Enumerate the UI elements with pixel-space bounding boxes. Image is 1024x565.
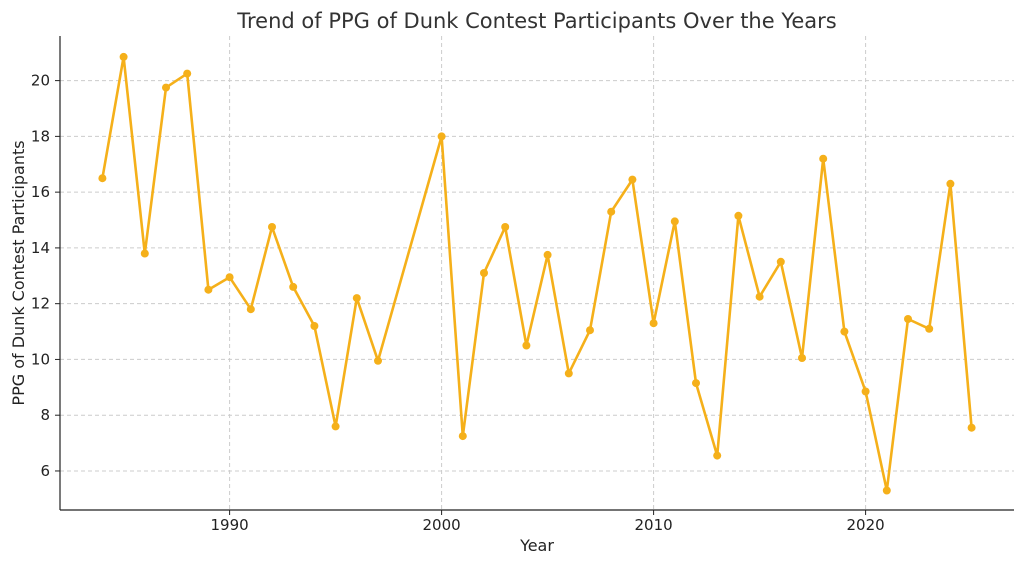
y-tick-label: 20: [31, 72, 50, 90]
data-point: [819, 154, 828, 163]
data-point: [352, 294, 361, 303]
data-point: [692, 379, 700, 388]
y-tick-label: 12: [31, 295, 50, 313]
chart-title: Trend of PPG of Dunk Contest Participant…: [236, 9, 836, 33]
grid: [60, 36, 1014, 510]
data-point: [204, 285, 213, 294]
data-point: [925, 324, 934, 333]
data-point: [798, 354, 806, 362]
data-point: [119, 52, 128, 61]
x-tick-label: 2020: [847, 516, 885, 534]
y-axis-label: PPG of Dunk Contest Participants: [9, 140, 28, 405]
data-point: [522, 341, 531, 350]
y-tick-label: 6: [40, 462, 50, 480]
data-point: [140, 249, 149, 258]
data-point: [861, 387, 870, 396]
data-point: [670, 217, 679, 226]
data-point: [437, 132, 446, 141]
data-point: [458, 432, 467, 441]
x-tick-label: 2010: [635, 516, 673, 534]
axes: [59, 36, 1014, 511]
data-point: [967, 423, 976, 432]
data-point: [564, 369, 573, 378]
series-line: [101, 55, 973, 492]
data-point: [162, 83, 170, 92]
data-point: [882, 486, 891, 495]
data-point: [649, 319, 658, 328]
data-point: [331, 422, 340, 431]
x-tick-label: 1990: [211, 516, 249, 534]
x-axis-label: Year: [519, 536, 554, 555]
data-point: [268, 223, 276, 231]
data-point: [374, 356, 382, 365]
data-point: [98, 174, 107, 183]
data-point: [840, 327, 849, 336]
data-point: [225, 273, 234, 282]
data-point: [289, 282, 298, 291]
y-tick-label: 14: [31, 239, 50, 257]
data-point: [607, 207, 616, 216]
data-point: [904, 315, 912, 323]
data-point: [628, 175, 637, 184]
y-tick-label: 10: [31, 350, 50, 368]
y-tick-label: 18: [31, 127, 50, 145]
y-tick-label: 16: [31, 183, 50, 201]
data-point: [586, 326, 594, 335]
data-point: [310, 322, 319, 330]
data-point: [246, 305, 255, 314]
data-point: [183, 69, 192, 78]
data-point: [946, 179, 955, 188]
data-point: [755, 292, 764, 301]
series: [98, 52, 976, 495]
data-point: [480, 269, 488, 277]
data-point: [776, 257, 785, 266]
ticks: 1990 2000 2010 2020 6 8 10 12 14 16 18 20: [31, 72, 885, 534]
data-point: [543, 250, 552, 259]
x-tick-label: 2000: [423, 516, 461, 534]
data-point: [713, 451, 722, 460]
y-tick-label: 8: [40, 406, 50, 424]
data-point: [734, 211, 743, 220]
data-point: [501, 223, 510, 231]
